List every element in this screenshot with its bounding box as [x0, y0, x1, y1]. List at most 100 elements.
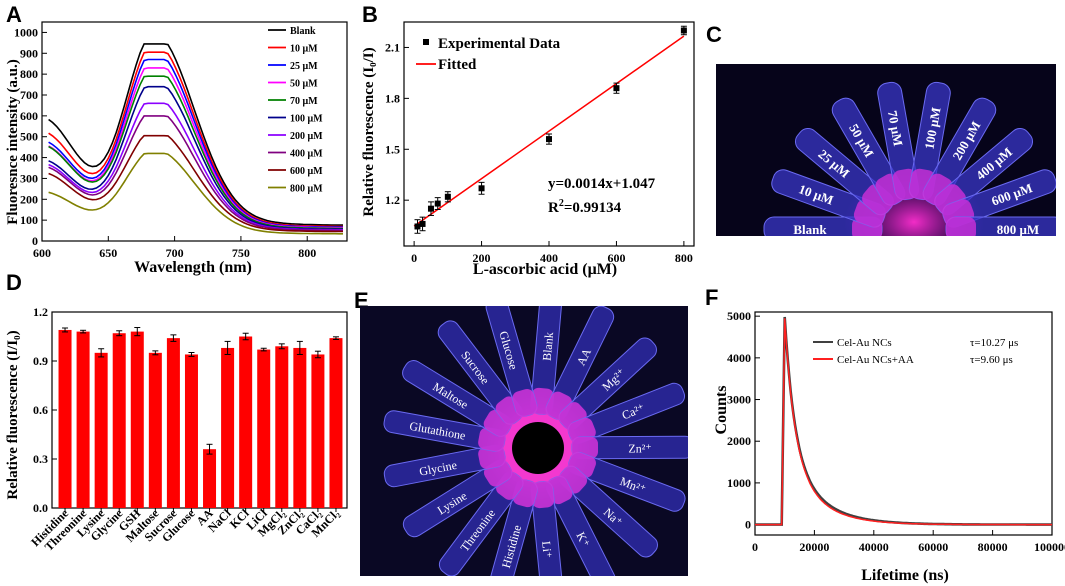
chart-a-legend-label: 50 μM: [290, 79, 318, 90]
chart-b-ytick-label: 1.5: [385, 142, 400, 156]
chart-a-ylabel: Fluoresnce intensity (a.u.): [5, 59, 21, 225]
chart-b-xlabel: L-ascorbic acid (μM): [473, 261, 617, 278]
chart-a-legend-label: 200 μM: [290, 131, 323, 142]
chart-b-r2-value: =0.99134: [564, 200, 622, 216]
chart-d-bar: [275, 346, 289, 508]
chart-a-series-line: [48, 152, 343, 235]
panel-label-f: F: [705, 285, 719, 310]
photo-e-drawing: Blank AAMg²⁺Ca²⁺Zn²⁺Mn²⁺Na⁺K⁺Li⁺Histidine…: [360, 306, 688, 576]
chart-d-ytick-label: 0.9: [33, 354, 48, 368]
chart-b-point: [680, 27, 687, 34]
chart-b-xtick-label: 600: [607, 251, 625, 265]
chart-d-bar: [94, 352, 108, 508]
chart-b-fit-line: [413, 35, 685, 227]
chart-a-xlabel: Wavelength (nm): [134, 259, 252, 276]
chart-f-ytick-label: 4000: [727, 351, 751, 365]
chart-a-legend-label: 70 μM: [290, 96, 318, 107]
chart-d-selectivity: Relative fluorescence (I/I₀) 0.0 0.3 0.6 0.…: [5, 305, 348, 554]
chart-f-xtick-label: 60000: [918, 540, 948, 554]
chart-a-frame: [41, 21, 348, 242]
chart-f-legend-label: Cel-Au NCs: [837, 337, 892, 349]
photo-e-vial-label: Li⁺: [539, 540, 555, 558]
chart-a-ytick-label: 500: [20, 130, 38, 144]
panel-label-d: D: [6, 270, 22, 295]
photo-c-vial-liquid: [946, 217, 976, 236]
photo-e-vial-body: [383, 410, 506, 452]
chart-b-point: [613, 85, 620, 92]
chart-a-series-line: [48, 134, 343, 233]
chart-a-ytick-label: 700: [20, 88, 38, 102]
chart-b-point: [444, 193, 451, 200]
photo-c-vial-label: Blank: [793, 222, 827, 236]
chart-d-bar: [239, 336, 253, 508]
photo-e-vial-label: K⁺: [573, 530, 592, 550]
chart-a-series-line: [48, 43, 343, 226]
chart-f-xlabel: Lifetime (ns): [861, 567, 949, 584]
chart-f-legend-tau: τ=10.27 μs: [970, 337, 1018, 349]
chart-d-bar: [311, 354, 325, 508]
chart-d-ytick-label: 0.6: [33, 403, 48, 417]
photo-c-vial-label: 100 μM: [921, 106, 943, 150]
photo-e-vials-interference: Blank AA Mg²⁺ Ca²⁺ Zn²⁺ Mn²⁺ Na⁺ K⁺ Li⁺ Histidine…: [360, 306, 688, 576]
chart-a-ytick-label: 900: [20, 46, 38, 60]
chart-a-ytick-label: 600: [20, 109, 38, 123]
chart-f-frame: [754, 311, 1053, 536]
chart-b-point: [419, 220, 426, 227]
chart-a-xtick-label: 600: [33, 246, 51, 260]
chart-f-ytick-label: 1000: [727, 476, 751, 490]
photo-c-vial: 800 μM: [945, 216, 1056, 236]
chart-a-xtick-label: 800: [298, 246, 316, 260]
chart-b-point: [414, 223, 421, 230]
chart-b-legend-marker: [423, 39, 429, 45]
photo-c-vial-label: 800 μM: [997, 222, 1039, 236]
chart-b-ytick-label: 2.1: [385, 40, 400, 54]
chart-a-ytick-label: 200: [20, 192, 38, 206]
photo-e-vial: Blank: [530, 306, 563, 415]
chart-b-ylabel: Relative fluorescence (I₀/I): [361, 47, 377, 216]
chart-b-r2: R2=0.99134: [548, 198, 622, 216]
chart-b-ytick-label: 1.8: [385, 91, 400, 105]
photo-e-vial-label: Zn²⁺: [628, 441, 651, 455]
photo-e-vial-body: [545, 306, 615, 420]
chart-b-ytick-label: 1.2: [385, 193, 400, 207]
chart-a-legend-label: 400 μM: [290, 149, 323, 160]
chart-d-bar: [112, 333, 126, 508]
chart-d-ytick-label: 0.3: [33, 452, 48, 466]
chart-d-bar: [184, 354, 198, 508]
chart-a-legend-label: 800 μM: [290, 184, 323, 195]
chart-f-xtick-label: 20000: [799, 540, 829, 554]
chart-b-legend-label: Fitted: [438, 57, 477, 73]
chart-d-bar: [257, 349, 271, 508]
photo-c-vials-concentration: Blank 10 μM 25 μM 50 μM 70 μM 100 μM 200 μM 400…: [716, 64, 1056, 236]
chart-d-bar: [148, 352, 162, 508]
chart-a-series-line: [48, 115, 343, 232]
chart-d-ytick-label: 0.0: [33, 501, 48, 515]
chart-d-bar: [76, 331, 90, 508]
photo-e-vial-body: [530, 481, 564, 576]
photo-e-vial-body: [485, 306, 538, 417]
chart-a-ytick-label: 400: [20, 151, 38, 165]
chart-f-ylabel: Counts: [713, 386, 730, 435]
photo-e-vial-body: [530, 306, 563, 415]
chart-b-calibration: Relative fluorescence (I₀/I) L-ascorbic …: [361, 21, 695, 278]
panel-label-a: A: [6, 2, 22, 27]
photo-e-vial-body: [487, 479, 538, 576]
chart-a-ytick-label: 100: [20, 213, 38, 227]
chart-d-bar: [221, 347, 235, 508]
chart-a-ytick-label: 300: [20, 171, 38, 185]
photo-c-vial-label: 70 μM: [885, 109, 906, 147]
chart-a-ytick-label: 800: [20, 67, 38, 81]
chart-a-xtick-label: 700: [166, 246, 184, 260]
chart-d-bar: [166, 338, 180, 508]
chart-d-bar: [130, 331, 144, 508]
chart-a-legend-label: 25 μM: [290, 61, 318, 72]
photo-e-vial: Glucose: [485, 306, 538, 417]
chart-f-legend-label: Cel-Au NCs+AA: [837, 354, 914, 366]
chart-f-ytick-label: 5000: [727, 309, 751, 323]
chart-a-series-line: [48, 75, 344, 230]
chart-d-bar: [58, 329, 72, 508]
photo-e-vial: Mn²⁺: [567, 451, 686, 512]
chart-b-point: [546, 136, 552, 143]
chart-a-legend-label: Blank: [290, 26, 316, 37]
